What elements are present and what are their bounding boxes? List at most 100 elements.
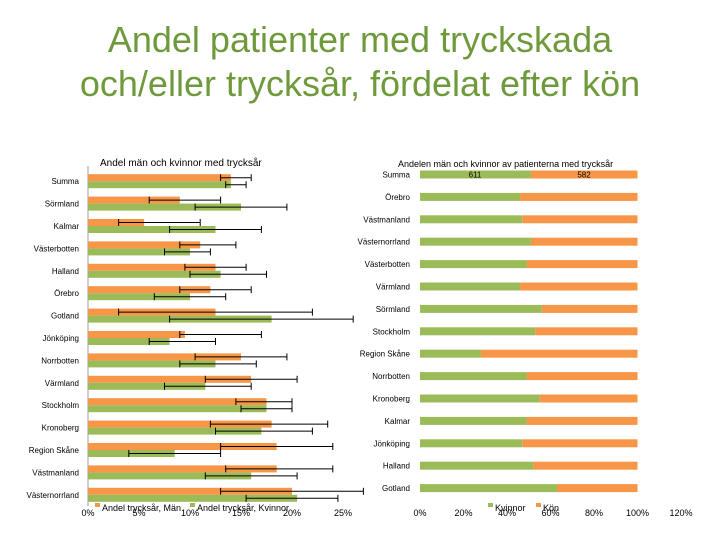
left-category-label: Gotland [51, 312, 79, 321]
right-bar-kvinnor [420, 416, 527, 425]
right-category-label: Summa [382, 171, 410, 180]
right-bar-man [530, 170, 638, 179]
right-bar-man [533, 461, 638, 470]
left-chart-title: Andel män och kvinnor med trycksår [100, 157, 262, 169]
left-errorbar-man [204, 375, 298, 383]
slide-title-line1: Andel patienter med tryckskada [107, 19, 613, 60]
right-category-label: Värmland [376, 283, 410, 292]
right-bar-kvinnor [420, 484, 558, 493]
right-category-label: Gotland [382, 484, 410, 493]
left-bar-man [88, 375, 252, 383]
right-bar-man [480, 349, 638, 358]
left-bar-man [88, 443, 277, 450]
left-category-label: Region Skåne [29, 446, 80, 455]
right-category-label: Region Skåne [360, 350, 411, 359]
left-bar-kvinna [88, 427, 262, 435]
left-errorbar-kvinna [169, 315, 354, 323]
left-errorbar-man [220, 174, 252, 182]
left-bar-kvinna [88, 472, 252, 480]
left-bar-kvinna [88, 494, 298, 502]
right-category-label: Sörmland [376, 305, 410, 314]
left-category-label: Värmland [45, 379, 79, 388]
left-errorbar-man [179, 286, 252, 294]
right-category-label: Västernorrland [358, 238, 410, 247]
left-errorbar-kvinna [204, 472, 298, 480]
right-bar-kvinnor [420, 215, 523, 224]
left-errorbar-kvinna [189, 270, 267, 278]
right-bar-kvinnor [420, 260, 527, 269]
left-errorbar-kvinna [215, 427, 313, 435]
left-bar-man [88, 487, 292, 495]
left-bar-man [88, 398, 267, 406]
slide-title: Andel patienter med tryckskada och/eller… [0, 18, 720, 106]
legend-swatch-kvinnor [488, 503, 493, 507]
left-bar-man [88, 420, 272, 428]
legend-label-man: Andel trycksår, Män [102, 503, 181, 513]
right-bar-kvinnor [420, 170, 531, 179]
left-bar-man [88, 353, 241, 361]
left-bar-kvinna [88, 293, 190, 301]
legend-swatch-kon [536, 503, 541, 507]
right-x-tick-label: 40% [498, 508, 516, 518]
right-x-tick-label: 20% [454, 508, 472, 518]
left-bar-kvinna [88, 382, 206, 390]
left-bar-kvinna [88, 360, 216, 368]
left-errorbar-kvinna [164, 382, 252, 390]
left-errorbar-kvinna [225, 181, 247, 189]
left-bar-man [88, 331, 185, 338]
left-category-label: Sörmland [45, 200, 79, 209]
right-x-tick-label: 80% [585, 508, 603, 518]
left-errorbar-man [179, 241, 237, 249]
right-bar-man [557, 484, 638, 493]
right-bar-man [522, 439, 638, 448]
right-bar-kvinnor [420, 394, 540, 403]
left-bar-man [88, 263, 216, 271]
right-category-label: Västmanland [363, 215, 410, 224]
right-category-label: Norrbotten [372, 372, 410, 381]
left-x-tick-label: 20% [283, 508, 301, 518]
left-bar-man [88, 174, 231, 182]
right-bar-kvinnor [420, 439, 523, 448]
left-category-label: Örebro [54, 289, 79, 298]
legend-label-kvinnor: Kvinnor [495, 503, 526, 513]
left-category-label: Kronoberg [42, 424, 79, 433]
right-category-label: Örebro [385, 193, 410, 202]
right-bar-kvinnor [420, 461, 534, 470]
left-errorbar-man [220, 487, 364, 495]
left-bar-kvinna [88, 226, 216, 233]
left-x-tick-label: 10% [181, 508, 199, 518]
left-bar-kvinna [88, 203, 241, 211]
right-bar-man [530, 237, 638, 246]
right-bar-man [520, 192, 638, 201]
left-category-label: Norrbotten [41, 356, 79, 365]
left-errorbar-man [179, 331, 262, 338]
right-bar-kvinnor [420, 349, 481, 358]
right-bar-man [526, 372, 638, 381]
right-data-label-kvinnor: 611 [469, 171, 482, 180]
right-data-label-man: 582 [577, 171, 591, 180]
legend-label-kvinna: Andel trycksår, Kvinnor [197, 503, 289, 513]
right-bar-kvinnor [420, 282, 521, 291]
left-errorbar-man [148, 196, 222, 204]
right-category-label: Stockholm [373, 327, 411, 336]
left-bar-man [88, 241, 201, 249]
right-bar-kvinnor [420, 304, 542, 313]
legend-swatch-man [95, 503, 100, 507]
right-chart-title: Andelen män och kvinnor av patienterna m… [398, 159, 613, 169]
left-x-tick-label: 25% [334, 508, 352, 518]
left-x-tick-label: 0% [81, 508, 94, 518]
left-x-tick-label: 5% [132, 508, 145, 518]
left-errorbar-man [209, 420, 329, 428]
left-errorbar-kvinna [128, 450, 222, 457]
left-bar-kvinna [88, 405, 267, 413]
right-category-label: Kalmar [385, 417, 411, 426]
right-category-label: Halland [383, 462, 410, 471]
left-bar-kvinna [88, 181, 231, 189]
left-bar-man [88, 219, 145, 226]
left-category-label: Västernorrland [27, 491, 79, 500]
right-bar-man [526, 260, 638, 269]
left-errorbar-kvinna [245, 494, 339, 502]
right-x-tick-label: 0% [413, 508, 426, 518]
